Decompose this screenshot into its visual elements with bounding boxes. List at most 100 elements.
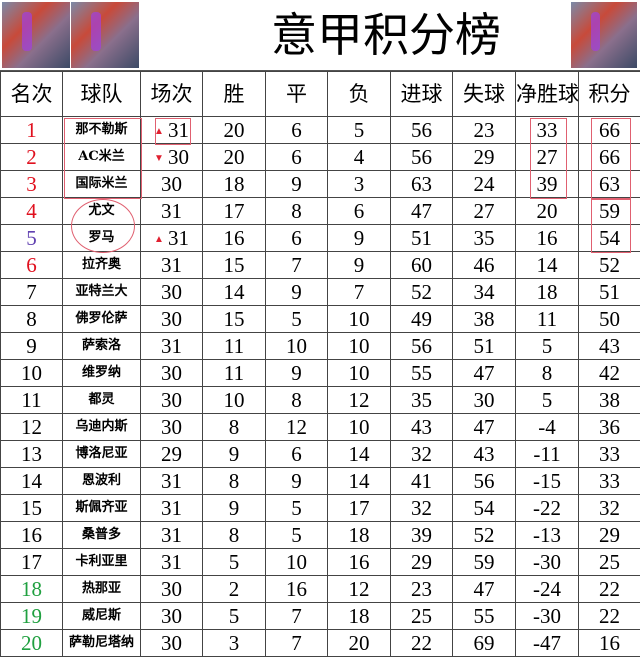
column-header: 进球	[391, 72, 453, 117]
drawn-value: 5	[291, 307, 302, 331]
goals-for-value: 56	[411, 145, 432, 169]
lost-value: 10	[349, 307, 370, 331]
team-value: 那不勒斯	[75, 122, 127, 137]
won-value: 5	[229, 604, 240, 628]
goal-difference-value: 20	[537, 199, 558, 223]
goals-for-value: 60	[411, 253, 432, 277]
drawn-cell: 10	[266, 333, 328, 360]
points-cell: 51	[579, 279, 640, 306]
drawn-value: 12	[286, 415, 307, 439]
lost-cell: 7	[328, 279, 391, 306]
team-cell: 国际米兰	[63, 171, 141, 198]
rank-value: 16	[21, 523, 42, 547]
team-value: AC米兰	[78, 149, 124, 164]
drawn-cell: 6	[266, 117, 328, 144]
won-cell: 18	[203, 171, 266, 198]
goal-difference-value: 33	[537, 118, 558, 142]
drawn-cell: 7	[266, 603, 328, 630]
drawn-value: 9	[291, 172, 302, 196]
drawn-value: 10	[286, 550, 307, 574]
played-cell: 30	[141, 279, 203, 306]
goals-against-value: 54	[474, 496, 495, 520]
won-cell: 15	[203, 306, 266, 333]
played-value: 30	[161, 307, 182, 331]
goals-against-value: 47	[474, 361, 495, 385]
team-cell: 斯佩齐亚	[63, 495, 141, 522]
drawn-cell: 7	[266, 252, 328, 279]
team-value: 斯佩齐亚	[75, 500, 127, 515]
lost-value: 6	[354, 199, 365, 223]
played-cell: 30	[141, 576, 203, 603]
rank-cell: 18	[1, 576, 63, 603]
goal-difference-cell: 11	[516, 306, 579, 333]
goals-against-value: 46	[474, 253, 495, 277]
lost-cell: 18	[328, 522, 391, 549]
lost-cell: 18	[328, 603, 391, 630]
team-cell: 桑普多	[63, 522, 141, 549]
won-value: 20	[224, 145, 245, 169]
drawn-value: 6	[291, 145, 302, 169]
arrow-down-icon: ▼	[154, 153, 164, 164]
goal-difference-cell: -13	[516, 522, 579, 549]
team-value: 萨勒尼塔纳	[69, 635, 134, 650]
column-header: 负	[328, 72, 391, 117]
drawn-cell: 12	[266, 414, 328, 441]
played-value: 31	[161, 253, 182, 277]
drawn-value: 9	[291, 280, 302, 304]
goals-for-value: 47	[411, 199, 432, 223]
won-value: 8	[229, 469, 240, 493]
goal-difference-cell: 16	[516, 225, 579, 252]
lost-value: 10	[349, 361, 370, 385]
rank-cell: 9	[1, 333, 63, 360]
goals-against-cell: 47	[453, 360, 516, 387]
column-header: 球队	[63, 72, 141, 117]
points-cell: 66	[579, 117, 640, 144]
team-cell: 那不勒斯	[63, 117, 141, 144]
rank-cell: 7	[1, 279, 63, 306]
team-cell: 博洛尼亚	[63, 441, 141, 468]
goal-difference-value: 14	[537, 253, 558, 277]
won-cell: 17	[203, 198, 266, 225]
goals-for-value: 56	[411, 334, 432, 358]
drawn-cell: 6	[266, 225, 328, 252]
lost-cell: 10	[328, 333, 391, 360]
drawn-value: 6	[291, 226, 302, 250]
won-cell: 14	[203, 279, 266, 306]
played-value: 30	[161, 577, 182, 601]
goal-difference-cell: 33	[516, 117, 579, 144]
goals-for-value: 23	[411, 577, 432, 601]
lost-cell: 6	[328, 198, 391, 225]
goals-against-value: 69	[474, 631, 495, 655]
goal-difference-value: 5	[542, 388, 553, 412]
lost-value: 12	[349, 577, 370, 601]
goals-for-value: 35	[411, 388, 432, 412]
drawn-cell: 5	[266, 522, 328, 549]
goals-against-value: 52	[474, 523, 495, 547]
played-value: 31	[168, 226, 189, 250]
arrow-up-icon: ▲	[154, 234, 164, 245]
rank-value: 15	[21, 496, 42, 520]
team-value: 维罗纳	[82, 365, 121, 380]
goal-difference-cell: -15	[516, 468, 579, 495]
team-cell: 萨勒尼塔纳	[63, 630, 141, 657]
goals-against-cell: 27	[453, 198, 516, 225]
won-cell: 10	[203, 387, 266, 414]
column-header: 净胜球	[516, 72, 579, 117]
goals-for-value: 51	[411, 226, 432, 250]
goals-for-value: 39	[411, 523, 432, 547]
won-cell: 9	[203, 441, 266, 468]
team-value: 威尼斯	[82, 608, 121, 623]
points-cell: 52	[579, 252, 640, 279]
lost-value: 20	[349, 631, 370, 655]
goals-against-value: 59	[474, 550, 495, 574]
lost-value: 14	[349, 442, 370, 466]
drawn-cell: 9	[266, 171, 328, 198]
goals-for-cell: 55	[391, 360, 453, 387]
goal-difference-cell: -47	[516, 630, 579, 657]
